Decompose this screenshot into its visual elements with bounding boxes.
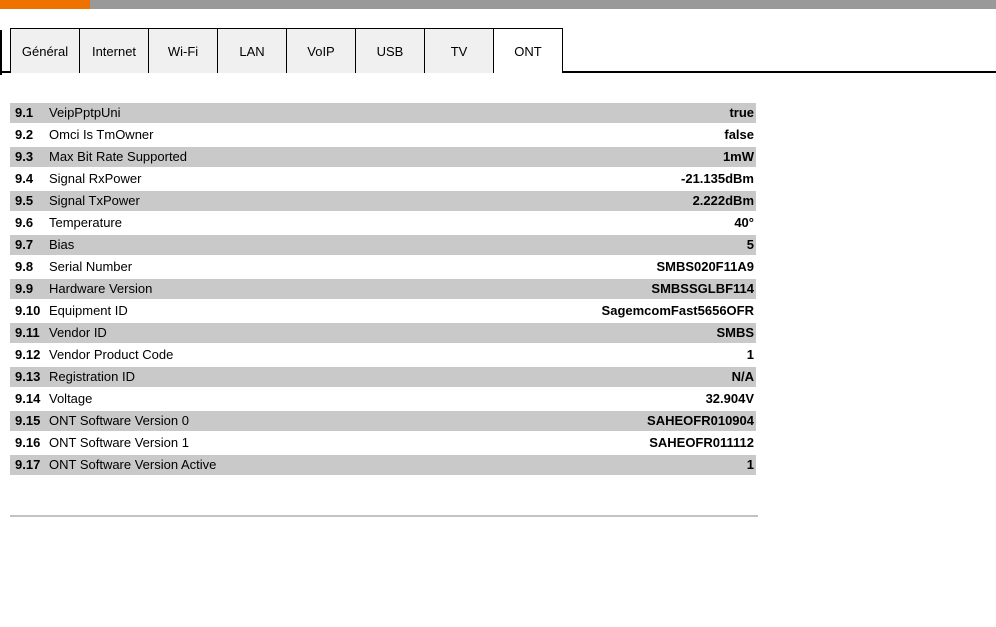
table-row: 9.10 Equipment ID SagemcomFast5656OFR: [10, 301, 756, 321]
row-value: SAHEOFR011112: [649, 435, 754, 450]
tab-usb[interactable]: USB: [355, 28, 425, 73]
row-number: 9.3: [10, 147, 48, 167]
row-number: 9.5: [10, 191, 48, 211]
row-label: Signal RxPower: [49, 171, 142, 186]
row-number: 9.14: [15, 391, 41, 406]
row-number: 9.17: [10, 455, 48, 475]
row-value: 32.904V: [705, 391, 754, 406]
tab-general[interactable]: Général: [10, 28, 80, 73]
table-row: 9.5 Signal TxPower 2.222dBm: [10, 191, 756, 211]
tab-wifi[interactable]: Wi-Fi: [148, 28, 218, 73]
row-label: Omci Is TmOwner: [49, 127, 154, 142]
row-number: 9.2: [15, 127, 34, 142]
tab-voip[interactable]: VoIP: [286, 28, 356, 73]
row-label: Vendor Product Code: [49, 347, 174, 362]
table-row: 9.7 Bias 5: [10, 235, 756, 255]
table-row: 9.14 Voltage 32.904V: [10, 389, 756, 409]
row-number: 9.15: [10, 411, 48, 431]
row-value: 1: [746, 347, 754, 362]
bottom-separator: [10, 515, 758, 517]
table-row: 9.9 Hardware Version SMBSSGLBF114: [10, 279, 756, 299]
tab-label: Wi-Fi: [167, 43, 199, 59]
row-value: -21.135dBm: [681, 171, 754, 186]
tab-lan[interactable]: LAN: [217, 28, 287, 73]
tab-label: Général: [21, 43, 69, 59]
row-label: Equipment ID: [49, 303, 128, 318]
row-value: SMBS020F11A9: [656, 259, 754, 274]
row-label: Serial Number: [49, 259, 133, 274]
left-edge-line: [0, 30, 2, 75]
tab-ont[interactable]: ONT: [493, 28, 563, 73]
row-label: Voltage: [49, 391, 93, 406]
table-row: 9.16 ONT Software Version 1 SAHEOFR011112: [10, 433, 756, 453]
row-number: 9.13: [10, 367, 48, 387]
table-row: 9.17 ONT Software Version Active 1: [10, 455, 756, 475]
row-label: Max Bit Rate Supported: [48, 147, 418, 167]
row-label: Bias: [48, 235, 418, 255]
table-row: 9.13 Registration ID N/A: [10, 367, 756, 387]
row-number: 9.9: [10, 279, 48, 299]
row-label: Signal TxPower: [48, 191, 418, 211]
row-value: false: [724, 127, 754, 142]
table-row: 9.4 Signal RxPower -21.135dBm: [10, 169, 756, 189]
row-number: 9.11: [10, 323, 48, 343]
tab-label: VoIP: [307, 43, 335, 59]
table-row: 9.1 VeipPptpUni true: [10, 103, 756, 123]
row-label: Vendor ID: [48, 323, 418, 343]
row-value: 1mW: [417, 147, 756, 167]
row-value: true: [417, 103, 756, 123]
tab-bar: Général Internet Wi-Fi LAN VoIP USB TV ONT: [0, 28, 996, 73]
tab-label: TV: [450, 43, 468, 59]
row-value: SMBSSGLBF114: [417, 279, 756, 299]
row-value: SAHEOFR010904: [417, 411, 756, 431]
row-number: 9.12: [15, 347, 41, 362]
row-number: 9.4: [15, 171, 34, 186]
table-row: 9.8 Serial Number SMBS020F11A9: [10, 257, 756, 277]
table-row: 9.6 Temperature 40°: [10, 213, 756, 233]
tab-internet[interactable]: Internet: [79, 28, 149, 73]
row-number: 9.16: [15, 435, 41, 450]
table-row: 9.12 Vendor Product Code 1: [10, 345, 756, 365]
row-number: 9.7: [10, 235, 48, 255]
row-label: ONT Software Version Active: [48, 455, 418, 475]
tab-label: LAN: [239, 43, 265, 59]
row-value: 5: [417, 235, 756, 255]
tab-tv[interactable]: TV: [424, 28, 494, 73]
row-number: 9.8: [15, 259, 34, 274]
row-label: Temperature: [49, 215, 122, 230]
row-number: 9.6: [15, 215, 34, 230]
tab-label: USB: [376, 43, 404, 59]
row-value: 1: [417, 455, 756, 475]
table-row: 9.2 Omci Is TmOwner false: [10, 125, 756, 145]
ont-parameters-table: 9.1 VeipPptpUni true 9.2 Omci Is TmOwner fals…: [10, 101, 756, 477]
table-row: 9.3 Max Bit Rate Supported 1mW: [10, 147, 756, 167]
orange-accent-segment: [0, 0, 90, 9]
tab-label: Internet: [91, 43, 137, 59]
row-value: 2.222dBm: [417, 191, 756, 211]
row-value: SagemcomFast5656OFR: [601, 303, 754, 318]
row-number: 9.10: [15, 303, 41, 318]
row-value: N/A: [417, 367, 756, 387]
row-label: Hardware Version: [48, 279, 418, 299]
row-value: 40°: [734, 215, 754, 230]
row-number: 9.1: [10, 103, 48, 123]
row-label: ONT Software Version 1: [49, 435, 189, 450]
row-label: VeipPptpUni: [48, 103, 418, 123]
top-accent-bar: [0, 0, 996, 9]
table-row: 9.11 Vendor ID SMBS: [10, 323, 756, 343]
tab-label: ONT: [514, 43, 542, 59]
row-value: SMBS: [417, 323, 756, 343]
table-row: 9.15 ONT Software Version 0 SAHEOFR010904: [10, 411, 756, 431]
row-label: Registration ID: [48, 367, 418, 387]
row-label: ONT Software Version 0: [48, 411, 418, 431]
